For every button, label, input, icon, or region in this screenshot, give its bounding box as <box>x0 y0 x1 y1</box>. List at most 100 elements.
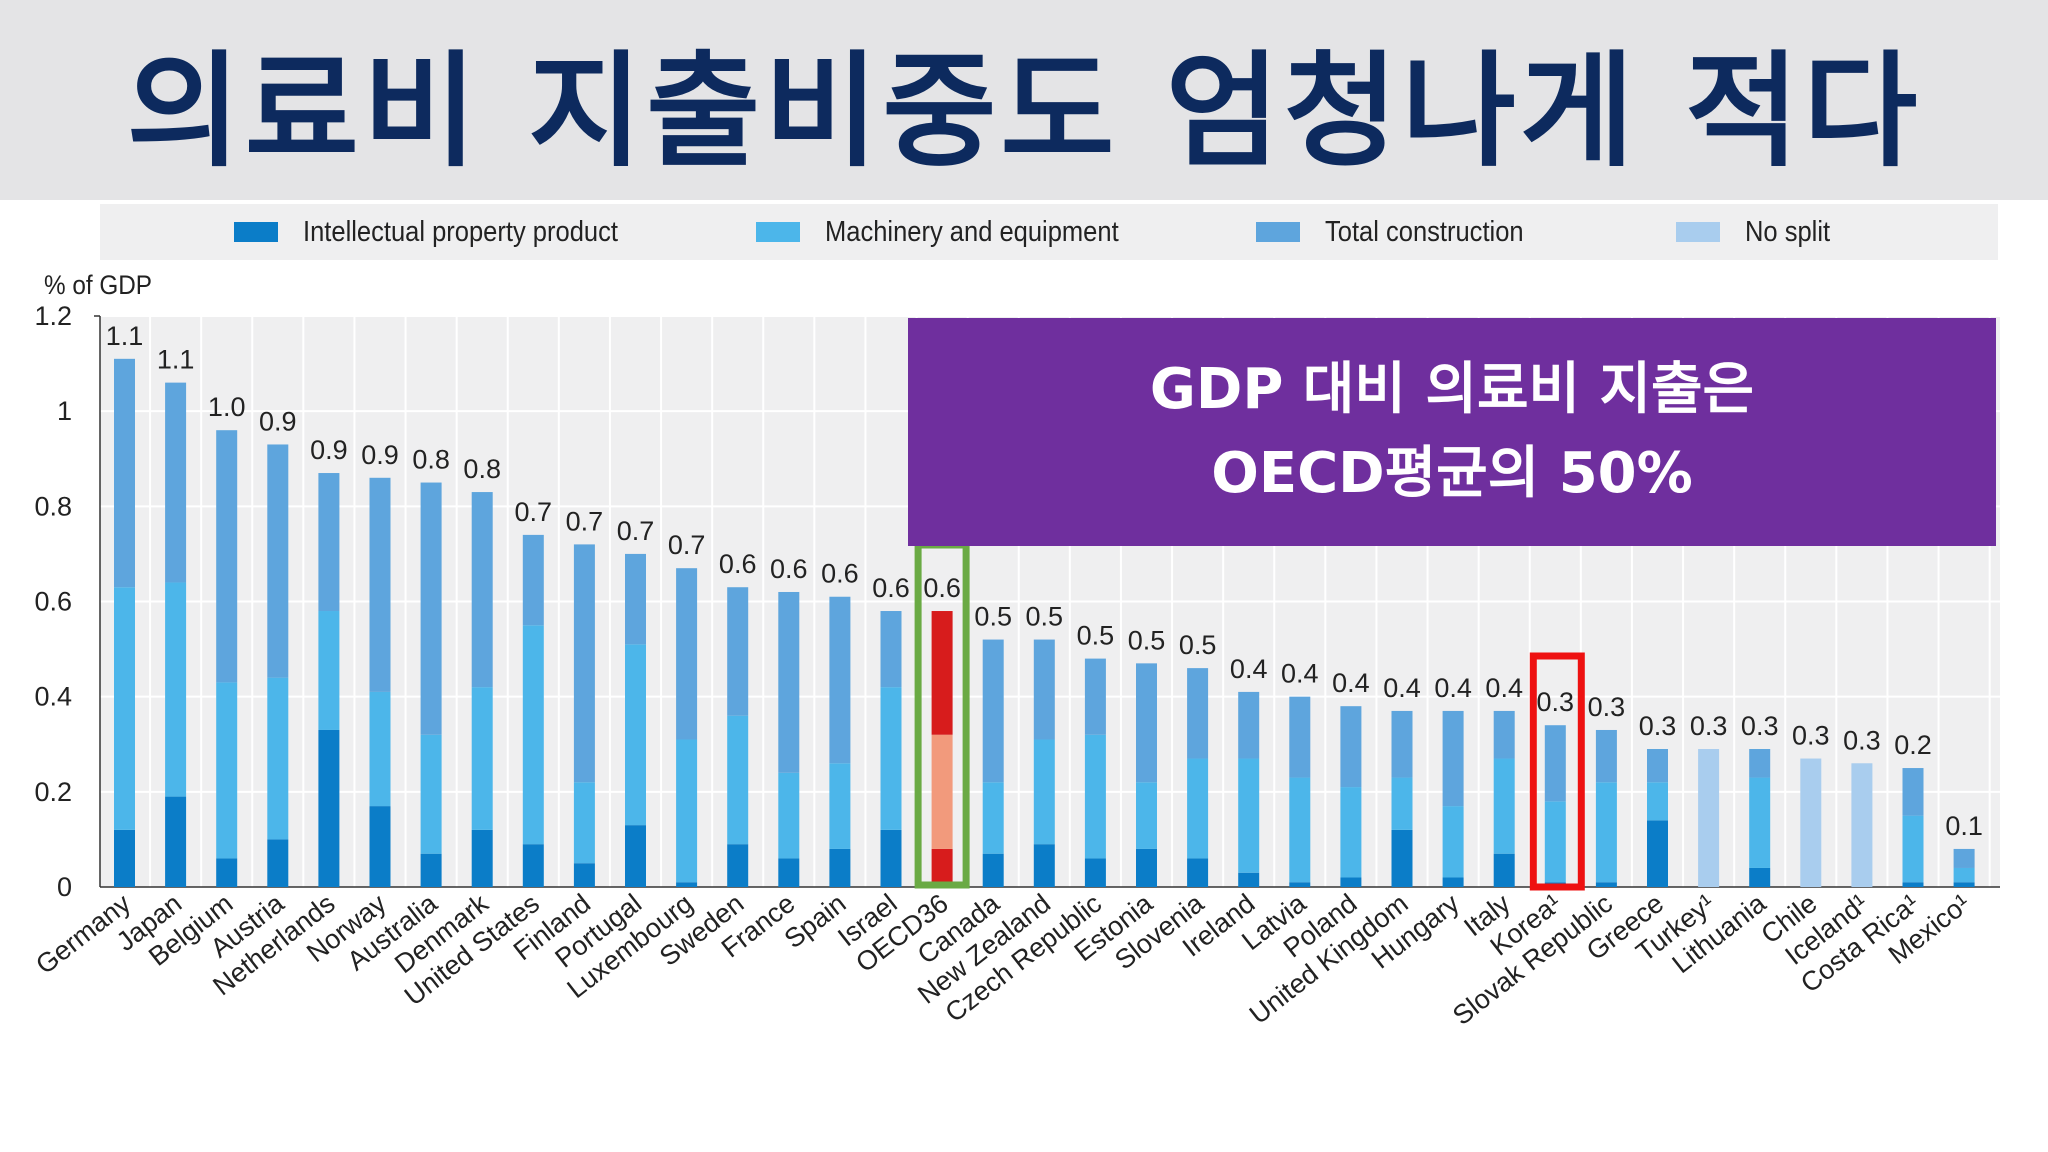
bar-segment <box>1749 749 1771 778</box>
bar-segment <box>982 639 1004 783</box>
bar-segment <box>1647 782 1668 821</box>
bar-segment <box>829 596 851 764</box>
bar-segment <box>522 534 544 626</box>
bar-segment <box>1493 758 1515 854</box>
y-tick-label: 0.4 <box>34 682 72 712</box>
banner-title: 의료비 지출비중도 엄청나게 적다 <box>126 40 1922 184</box>
data-label: 0.6 <box>719 549 757 579</box>
legend-label: Intellectual property product <box>303 215 618 248</box>
data-label: 0.4 <box>1434 673 1472 703</box>
data-label: 0.2 <box>1894 730 1932 760</box>
bar-segment <box>1340 877 1362 887</box>
bar-segment <box>471 492 493 688</box>
data-label: 0.1 <box>1945 811 1983 841</box>
bar-segment <box>1391 829 1413 887</box>
data-label: 0.6 <box>923 573 961 603</box>
callout-line-2: OECD평균의 50% <box>1211 441 1693 506</box>
bar-segment <box>1698 749 1720 887</box>
data-label: 0.6 <box>821 559 859 589</box>
legend-label: No split <box>1745 215 1831 248</box>
legend-swatch <box>1256 222 1300 242</box>
legend-label: Machinery and equipment <box>825 215 1119 248</box>
data-label: 0.8 <box>412 445 450 475</box>
bar-segment <box>931 734 953 849</box>
bar-segment <box>1340 787 1362 878</box>
bar-segment <box>573 863 595 887</box>
bar-segment <box>1953 867 1975 883</box>
data-label: 0.9 <box>361 440 399 470</box>
bar-segment <box>1238 872 1260 887</box>
data-label: 0.5 <box>1026 602 1064 632</box>
bar-segment <box>1391 710 1413 778</box>
bar-segment <box>982 782 1004 854</box>
bar-segment <box>471 829 493 887</box>
bar-segment <box>1084 734 1106 859</box>
data-label: 0.3 <box>1639 711 1677 741</box>
data-label: 1.1 <box>106 321 144 351</box>
data-label: 0.5 <box>974 602 1012 632</box>
data-label: 0.3 <box>1588 692 1626 722</box>
bar-segment <box>625 553 646 645</box>
legend-swatch <box>234 222 278 242</box>
bar-segment <box>778 772 800 859</box>
y-tick-label: 0 <box>57 872 72 902</box>
data-label: 0.6 <box>770 554 808 584</box>
bar-segment <box>829 848 851 887</box>
bar-segment <box>471 687 493 830</box>
y-tick-label: 0.8 <box>34 491 72 521</box>
bar-segment <box>778 858 800 887</box>
bar-segment <box>1238 758 1260 873</box>
legend-item: Total construction <box>1256 216 1551 248</box>
bar-segment <box>1595 782 1617 883</box>
bar-segment <box>880 829 902 887</box>
bar-segment <box>727 844 749 887</box>
data-label: 1.0 <box>208 392 246 422</box>
data-label: 0.5 <box>1077 621 1115 651</box>
bar-segment <box>1238 691 1260 759</box>
bar-segment <box>1084 658 1106 735</box>
bar-segment <box>1851 763 1873 887</box>
bar-segment <box>369 477 391 692</box>
data-label: 0.4 <box>1485 673 1523 703</box>
data-label: 0.8 <box>463 454 501 484</box>
bar-segment <box>931 611 953 735</box>
bar-segment <box>880 611 902 688</box>
bar-segment <box>369 806 391 887</box>
bar-segment <box>267 444 289 678</box>
bar-segment <box>1391 777 1413 830</box>
legend-item: No split <box>1676 215 1842 248</box>
bar-segment <box>625 644 646 826</box>
chart-legend: Intellectual property product Machinery … <box>100 204 1998 260</box>
bar-segment <box>676 568 698 740</box>
bar-segment <box>1800 758 1822 887</box>
legend-item: Intellectual property product <box>234 215 661 248</box>
bar-segment <box>1595 729 1617 783</box>
callout-box: GDP 대비 의료비 지출은 OECD평균의 50% <box>908 318 1996 546</box>
bar-segment <box>1595 882 1617 887</box>
bar-segment <box>1442 806 1464 878</box>
bar-segment <box>318 611 340 730</box>
data-label: 0.5 <box>1179 630 1217 660</box>
data-label: 0.7 <box>566 506 604 536</box>
data-label: 0.4 <box>1332 668 1370 698</box>
bar-segment <box>1493 710 1515 759</box>
bar-segment <box>1084 858 1106 887</box>
bar-segment <box>727 715 749 845</box>
bar-segment <box>573 544 595 783</box>
data-label: 0.7 <box>668 530 706 560</box>
bar-segment <box>880 687 902 830</box>
data-label: 0.3 <box>1843 725 1881 755</box>
bar-segment <box>522 625 544 845</box>
bar-segment <box>1340 706 1362 788</box>
bar-segment <box>420 853 442 887</box>
bar-segment <box>1953 848 1975 868</box>
y-tick-label: 0.2 <box>34 777 72 807</box>
data-label: 1.1 <box>157 345 195 375</box>
bar-segment <box>216 682 238 859</box>
bar-segment <box>1033 844 1055 887</box>
bar-segment <box>1544 725 1566 802</box>
bar-segment <box>318 473 340 612</box>
bar-segment <box>1902 768 1924 816</box>
bar-segment <box>1289 696 1311 778</box>
bar-segment <box>573 782 595 864</box>
